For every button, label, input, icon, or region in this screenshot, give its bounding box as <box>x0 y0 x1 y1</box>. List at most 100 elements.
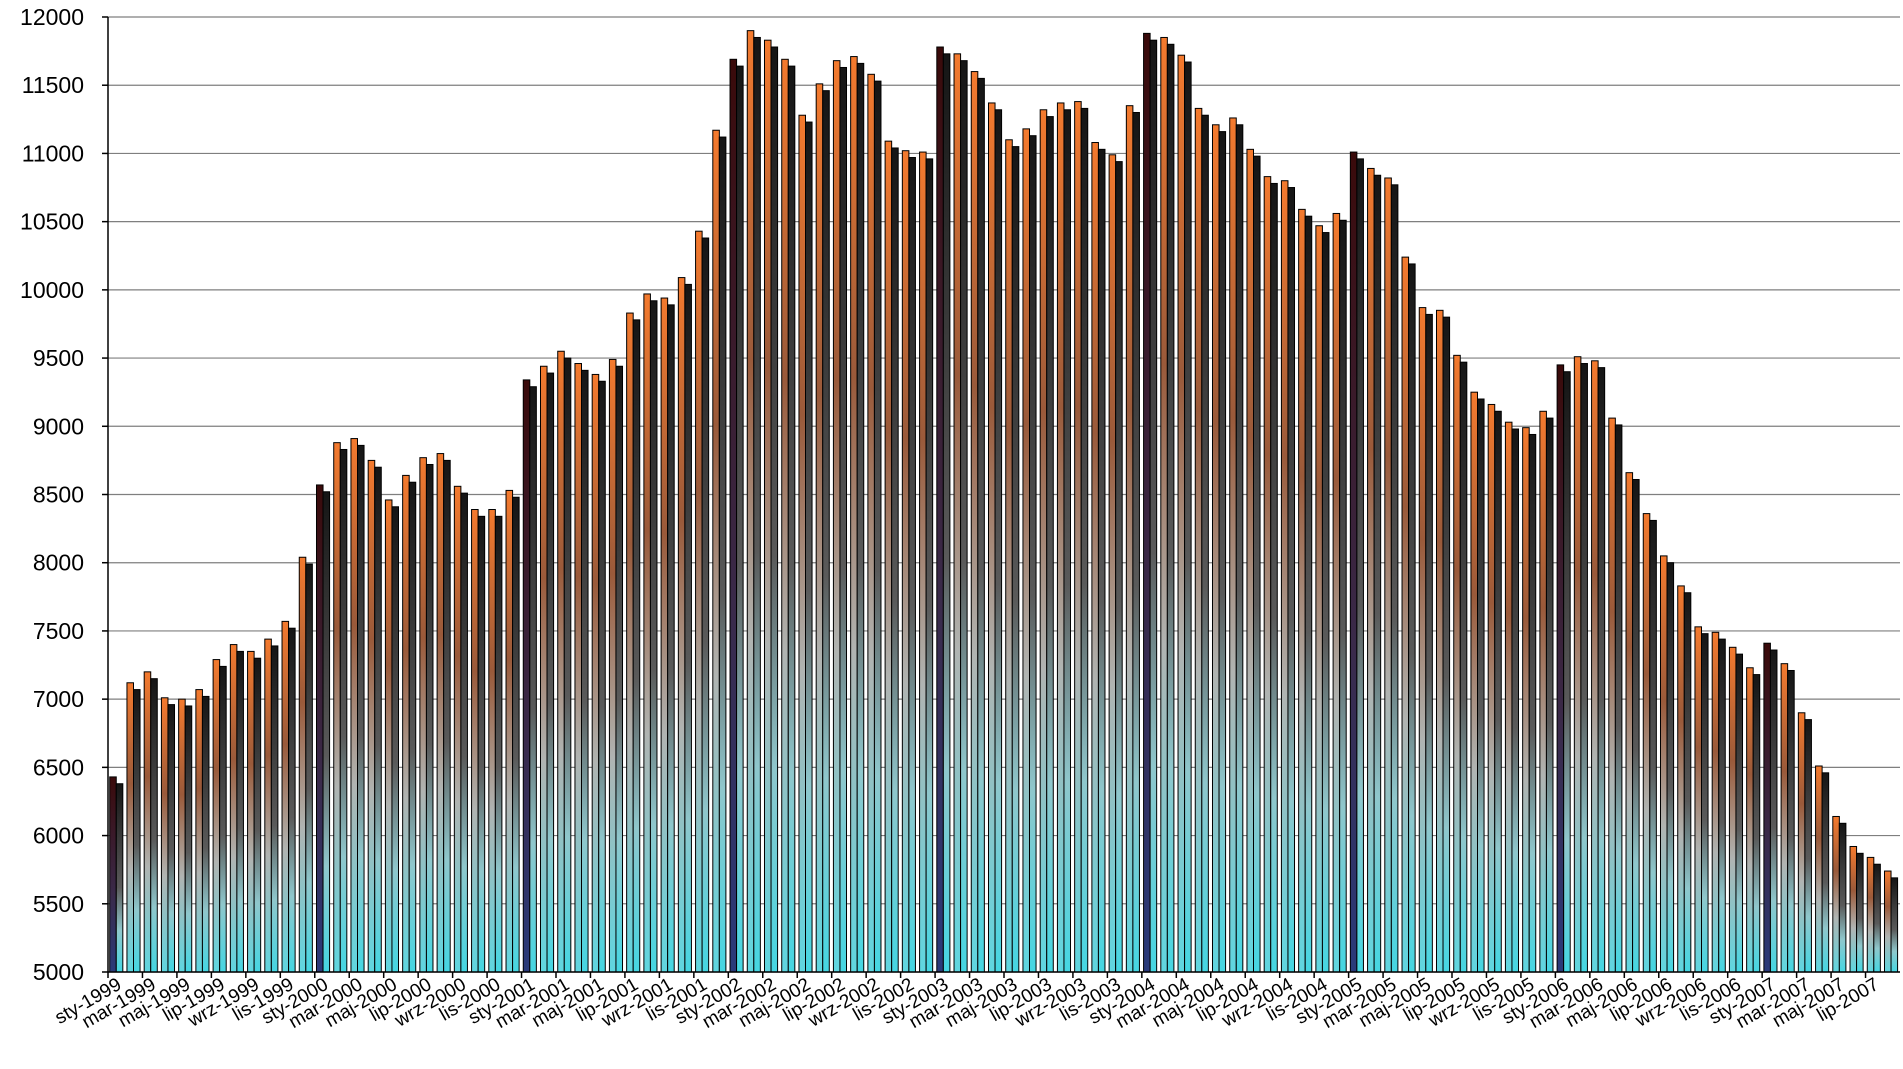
bar-secondary <box>1339 219 1347 973</box>
bar-primary <box>1384 177 1392 973</box>
y-tick-label: 5500 <box>33 891 84 917</box>
bar-primary <box>763 39 772 973</box>
bar-secondary <box>115 783 124 973</box>
bar-secondary <box>1563 371 1571 973</box>
bar-primary <box>1435 309 1444 973</box>
bar-secondary <box>357 444 365 973</box>
bar-secondary <box>1373 174 1382 973</box>
bar-primary <box>1332 212 1341 973</box>
bar-secondary <box>873 80 882 973</box>
bar-primary <box>1401 256 1410 973</box>
bar-primary <box>539 365 548 973</box>
bar-secondary <box>1011 146 1020 973</box>
bar-secondary <box>1804 719 1812 973</box>
bar-secondary <box>1115 161 1123 973</box>
bar-secondary <box>253 657 262 973</box>
bar-secondary <box>288 627 296 973</box>
bar-secondary <box>1873 863 1881 973</box>
bar-secondary <box>1735 653 1744 973</box>
bar-primary <box>1487 403 1496 973</box>
bar-primary <box>1556 364 1565 973</box>
bar-secondary <box>649 300 658 973</box>
bar-primary <box>815 83 824 973</box>
bar-primary <box>1280 180 1289 973</box>
bar-secondary <box>770 46 779 973</box>
bar-primary <box>1728 646 1737 973</box>
bar-primary <box>1418 307 1427 973</box>
bar-primary <box>901 150 910 973</box>
bar-primary <box>384 499 393 973</box>
bar-primary <box>1539 410 1547 973</box>
bar-primary <box>591 373 600 973</box>
bar-secondary <box>615 365 624 973</box>
bar-secondary <box>443 459 451 973</box>
bar-secondary <box>1666 562 1675 973</box>
bar-primary <box>1504 421 1513 973</box>
bar-secondary <box>236 650 244 973</box>
bar-secondary <box>1270 182 1278 973</box>
y-tick-label: 6500 <box>33 754 84 780</box>
bar-primary <box>1763 642 1771 973</box>
bar-secondary <box>1080 107 1089 973</box>
bar-secondary <box>1494 410 1502 973</box>
bar-secondary <box>1166 43 1175 973</box>
bar-secondary <box>1683 592 1692 973</box>
bar-primary <box>1108 154 1117 973</box>
bar-primary <box>832 60 841 973</box>
bar-primary <box>1263 176 1272 973</box>
bar-primary <box>436 453 445 973</box>
bar-primary <box>1246 148 1255 973</box>
bar-secondary <box>133 689 141 973</box>
bar-secondary <box>1253 155 1261 973</box>
y-tick-label: 11000 <box>22 140 84 166</box>
bar-primary <box>1815 765 1823 973</box>
bar-primary <box>178 698 186 973</box>
bar-secondary <box>667 304 675 973</box>
bar-secondary <box>839 66 848 973</box>
bar-primary <box>781 58 789 973</box>
bar-secondary <box>1201 114 1209 973</box>
bar-primary <box>1039 109 1048 973</box>
y-tick-label: 9000 <box>33 413 84 439</box>
bar-secondary <box>1752 674 1761 973</box>
y-tick-label: 10000 <box>20 277 84 303</box>
bar-secondary <box>736 65 744 973</box>
bar-primary <box>195 689 203 973</box>
bar-secondary <box>891 147 899 973</box>
bar-secondary <box>1477 398 1485 973</box>
bar-primary <box>229 644 238 973</box>
y-tick-label: 12000 <box>20 4 84 30</box>
bar-primary <box>1143 32 1151 973</box>
bar-primary <box>143 671 152 973</box>
bar-secondary <box>339 448 348 973</box>
bar-secondary <box>581 369 589 973</box>
bar-primary <box>1298 208 1306 973</box>
bar-primary <box>1797 712 1806 973</box>
bar-primary <box>1832 815 1840 973</box>
bar-secondary <box>960 60 968 973</box>
bar-primary <box>1177 54 1186 973</box>
bar-secondary <box>167 704 176 973</box>
bar-primary <box>1022 128 1031 973</box>
bar-primary <box>488 509 496 973</box>
bar-primary <box>1211 124 1220 973</box>
bar-secondary <box>1821 772 1830 973</box>
bar-primary <box>281 620 290 973</box>
bar-primary <box>1849 845 1858 973</box>
bar-secondary <box>408 481 417 973</box>
bar-secondary <box>1408 263 1416 973</box>
bar-primary <box>264 638 272 973</box>
bar-secondary <box>1649 519 1657 973</box>
bar-primary <box>1056 102 1065 973</box>
bar-primary <box>867 73 875 973</box>
bar-secondary <box>1632 478 1640 973</box>
bar-primary <box>471 509 479 973</box>
bar-primary <box>970 71 979 973</box>
bar-secondary <box>1356 158 1364 973</box>
bar-primary <box>660 297 669 973</box>
bar-primary <box>953 53 962 973</box>
y-tick-label: 7000 <box>33 686 84 712</box>
bar-secondary <box>1235 124 1244 973</box>
bar-secondary <box>374 466 382 973</box>
bar-secondary <box>477 515 486 973</box>
